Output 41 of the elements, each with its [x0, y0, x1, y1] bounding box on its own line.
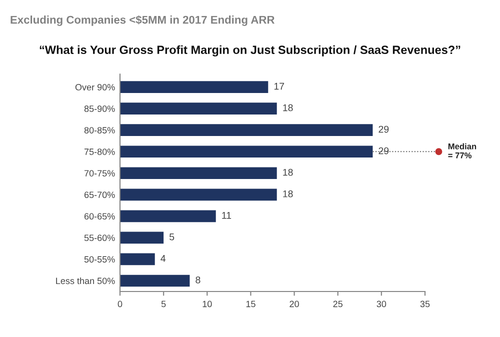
data-label: 17	[274, 82, 284, 90]
y-tick-label: 80-85%	[84, 127, 115, 134]
chart-title: Excluding Companies <$5MM in 2017 Ending ARR	[10, 15, 275, 26]
y-tick-label: 55-60%	[84, 234, 115, 242]
bar	[120, 232, 164, 244]
data-label: 4	[160, 255, 166, 262]
x-tick-label: 30	[376, 300, 386, 308]
data-label: 29	[378, 147, 389, 154]
y-tick-label: 70-75%	[84, 170, 115, 176]
bar	[120, 81, 268, 93]
bar	[120, 167, 277, 180]
y-tick-label: Less than 50%	[56, 277, 115, 284]
y-tick-label: Over 90%	[75, 84, 115, 90]
data-label: 29	[378, 126, 389, 133]
data-label: 18	[283, 168, 293, 176]
data-label: 18	[283, 190, 293, 198]
x-tick-label: 5	[161, 300, 166, 308]
bar	[120, 102, 277, 114]
bar	[120, 210, 216, 222]
y-tick-label: 60-65%	[84, 213, 115, 220]
y-tick-label: 85-90%	[84, 106, 115, 112]
bar	[120, 274, 190, 287]
y-tick-label: 65-70%	[84, 192, 115, 198]
x-tick-label: 35	[420, 300, 430, 308]
x-tick-label: 10	[202, 300, 212, 308]
y-tick-label: 75-80%	[84, 148, 115, 155]
bar	[120, 124, 373, 136]
data-label: 18	[283, 104, 293, 112]
x-tick-label: 20	[290, 300, 299, 308]
annotation: Median = 77%	[448, 143, 476, 158]
data-label: 11	[222, 212, 232, 219]
y-tick-label: 50-55%	[84, 256, 115, 263]
x-tick-label: 25	[333, 300, 342, 308]
bar	[120, 146, 373, 158]
data-label: 8	[196, 276, 200, 284]
bar	[120, 188, 277, 201]
x-tick-label: 15	[246, 300, 256, 308]
data-label: 5	[170, 234, 174, 240]
chart-subtitle: “What is Your Gross Profit Margin on Just Subscription / SaaS Revenues?”	[40, 45, 460, 56]
bar	[120, 253, 155, 266]
x-tick-label: 0	[118, 300, 122, 308]
